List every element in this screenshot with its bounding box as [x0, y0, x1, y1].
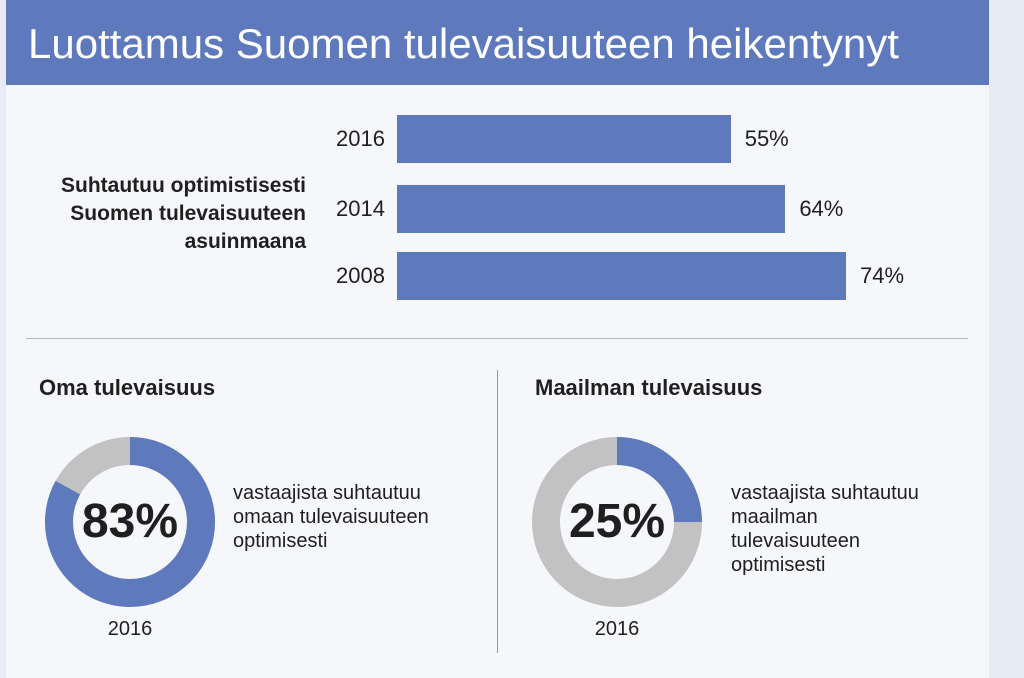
section-divider: [26, 338, 968, 339]
donut-chart: [532, 437, 702, 607]
donut-value-arc: [45, 437, 215, 607]
bar-group-label-line: asuinmaana: [184, 230, 306, 253]
world-future-title: Maailman tulevaisuus: [535, 375, 763, 400]
bar-year-label: 2014: [336, 196, 385, 221]
bar-year-label: 2016: [336, 126, 385, 151]
world-future-year: 2016: [594, 618, 640, 640]
own-future-title: Oma tulevaisuus: [39, 375, 216, 400]
description-line: vastaajista suhtautuu: [233, 482, 421, 504]
bar-value-label: 74%: [860, 263, 905, 288]
description-line: optimisesti: [731, 554, 826, 576]
description-line: maailman: [731, 506, 818, 528]
description-line: vastaajista suhtautuu: [731, 482, 919, 504]
donut-value-label: 25%: [568, 495, 666, 548]
bar-value-label: 55%: [744, 126, 789, 151]
own-future-donut: 83%: [44, 436, 216, 608]
header-banner: Luottamus Suomen tulevaisuuteen heikenty…: [6, 0, 989, 85]
description-line: optimisesti: [233, 530, 328, 552]
world-future-donut: 25%: [531, 436, 703, 608]
bar-group-label-line: Suomen tulevaisuuteen: [70, 202, 306, 225]
world-future-description: vastaajista suhtautuu maailman tulevaisu…: [731, 481, 919, 577]
page-title: Luottamus Suomen tulevaisuuteen heikenty…: [28, 20, 899, 67]
description-line: tulevaisuuteen: [731, 530, 860, 552]
donut-value-arc: [532, 437, 702, 607]
bar-value-label: 64%: [799, 196, 844, 221]
column-divider: [497, 370, 498, 653]
bar-group-label: Suhtautuu optimistisesti Suomen tulevais…: [26, 172, 306, 256]
description-line: omaan tulevaisuuteen: [233, 506, 429, 528]
bar-2008: [397, 252, 846, 300]
infographic-card: Luottamus Suomen tulevaisuuteen heikenty…: [6, 0, 989, 678]
own-future-description: vastaajista suhtautuu omaan tulevaisuute…: [233, 481, 429, 553]
own-future-year: 2016: [107, 618, 153, 640]
bar-group-label-line: Suhtautuu optimistisesti: [60, 174, 306, 197]
donut-chart: [45, 437, 215, 607]
bar-year-label: 2008: [336, 263, 385, 288]
donut-value-label: 83%: [81, 495, 179, 548]
bar-2014: [397, 185, 786, 233]
bar-2016: [397, 115, 731, 163]
